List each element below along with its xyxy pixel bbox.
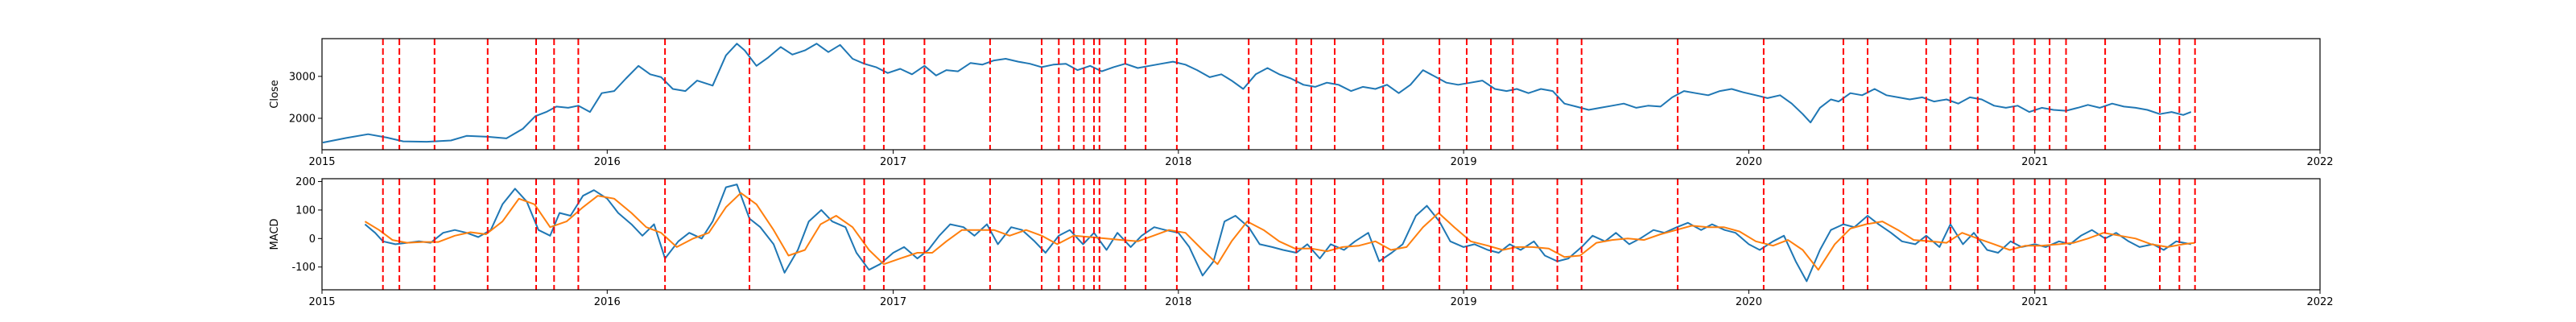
- close-y-tick-label: 2000: [289, 113, 316, 125]
- macd-x-tick-label: 2019: [1451, 296, 1477, 308]
- macd-x-tick-label: 2021: [2021, 296, 2048, 308]
- macd-x-tick-label: 2015: [308, 296, 335, 308]
- close-price-panel: 2015 2016 2017 2018 2019 2020 2021 2022 2000 3000…: [269, 38, 2334, 168]
- close-x-tick-label: 2015: [308, 156, 335, 168]
- close-axes-frame: [321, 38, 2321, 151]
- close-x-tick-label: 2018: [1165, 156, 1191, 168]
- macd-y-tick-label: 100: [295, 204, 316, 217]
- macd-y-tick-label: 200: [295, 176, 316, 188]
- macd-plot-area: [364, 179, 2196, 290]
- macd-x-tick-label: 2020: [1736, 296, 1762, 308]
- macd-series-line-1: [364, 184, 2191, 283]
- macd-panel: 2015 2016 2017 2018 2019 2020 2021 2022 -100 0 100…: [269, 176, 2334, 308]
- macd-x-tick-label: 2016: [594, 296, 621, 308]
- close-x-tick-label: 2017: [880, 156, 906, 168]
- close-y-axis-label: Close: [269, 80, 281, 108]
- close-plot-area: [322, 39, 2196, 150]
- macd-y-tick-label: 0: [309, 233, 316, 246]
- macd-y-axis-label: MACD: [269, 219, 281, 250]
- close-x-tick-label: 2022: [2306, 156, 2333, 168]
- macd-x-tick-label: 2022: [2306, 296, 2333, 308]
- macd-y-tick-label: -100: [291, 262, 316, 274]
- macd-series-line-2: [364, 192, 2195, 271]
- close-x-tick-label: 2019: [1451, 156, 1477, 168]
- close-x-tick-label: 2016: [594, 156, 621, 168]
- close-series-line-1: [322, 43, 2192, 144]
- close-x-tick-label: 2021: [2021, 156, 2048, 168]
- macd-axes-frame: [321, 178, 2321, 291]
- macd-x-tick-label: 2017: [880, 296, 906, 308]
- close-y-tick-label: 3000: [289, 71, 316, 83]
- close-x-tick-label: 2020: [1736, 156, 1762, 168]
- macd-x-tick-label: 2018: [1165, 296, 1191, 308]
